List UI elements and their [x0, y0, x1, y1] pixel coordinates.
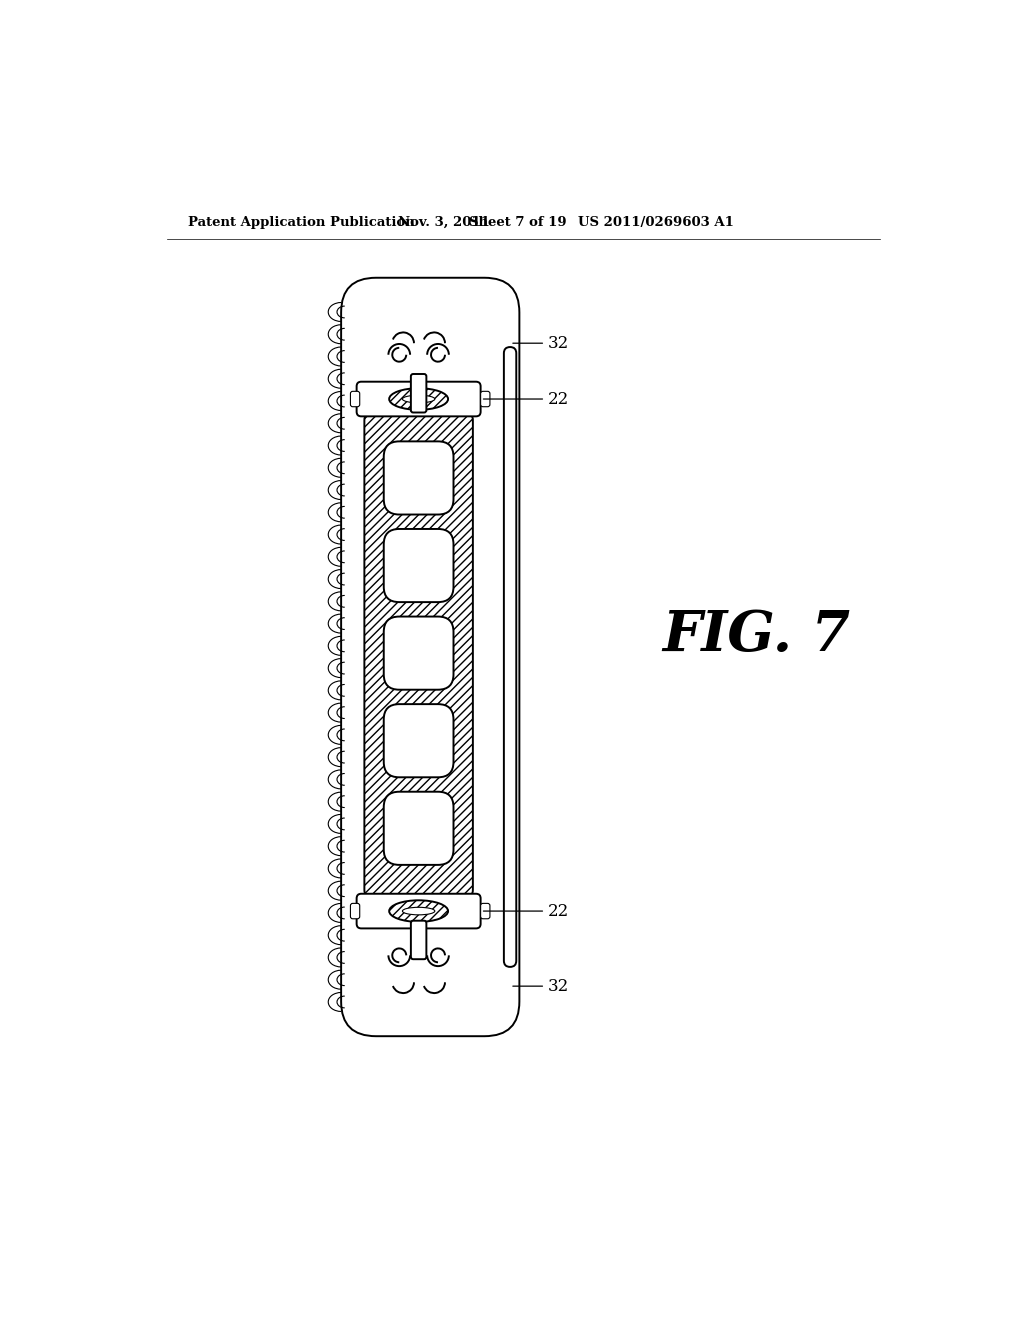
Text: 32: 32	[513, 335, 569, 351]
FancyBboxPatch shape	[480, 903, 489, 919]
FancyBboxPatch shape	[384, 529, 454, 602]
Text: Patent Application Publication: Patent Application Publication	[188, 215, 415, 228]
FancyBboxPatch shape	[411, 921, 426, 960]
Text: Nov. 3, 2011: Nov. 3, 2011	[397, 215, 489, 228]
FancyBboxPatch shape	[480, 391, 489, 407]
Text: Sheet 7 of 19: Sheet 7 of 19	[469, 215, 566, 228]
Text: US 2011/0269603 A1: US 2011/0269603 A1	[578, 215, 733, 228]
Text: FIG. 7: FIG. 7	[663, 609, 851, 663]
Text: 32: 32	[513, 978, 569, 995]
FancyBboxPatch shape	[350, 391, 359, 407]
Ellipse shape	[402, 907, 435, 915]
FancyBboxPatch shape	[350, 903, 359, 919]
Ellipse shape	[389, 388, 449, 409]
FancyBboxPatch shape	[356, 381, 480, 416]
Ellipse shape	[402, 395, 435, 403]
FancyBboxPatch shape	[504, 347, 516, 966]
Text: 22: 22	[483, 391, 569, 408]
FancyBboxPatch shape	[384, 792, 454, 865]
FancyBboxPatch shape	[384, 441, 454, 515]
FancyBboxPatch shape	[384, 704, 454, 777]
Ellipse shape	[389, 900, 449, 921]
FancyBboxPatch shape	[356, 894, 480, 928]
FancyBboxPatch shape	[384, 616, 454, 689]
FancyBboxPatch shape	[341, 277, 519, 1036]
FancyBboxPatch shape	[411, 374, 426, 412]
FancyBboxPatch shape	[365, 412, 473, 898]
Text: 22: 22	[483, 903, 569, 920]
